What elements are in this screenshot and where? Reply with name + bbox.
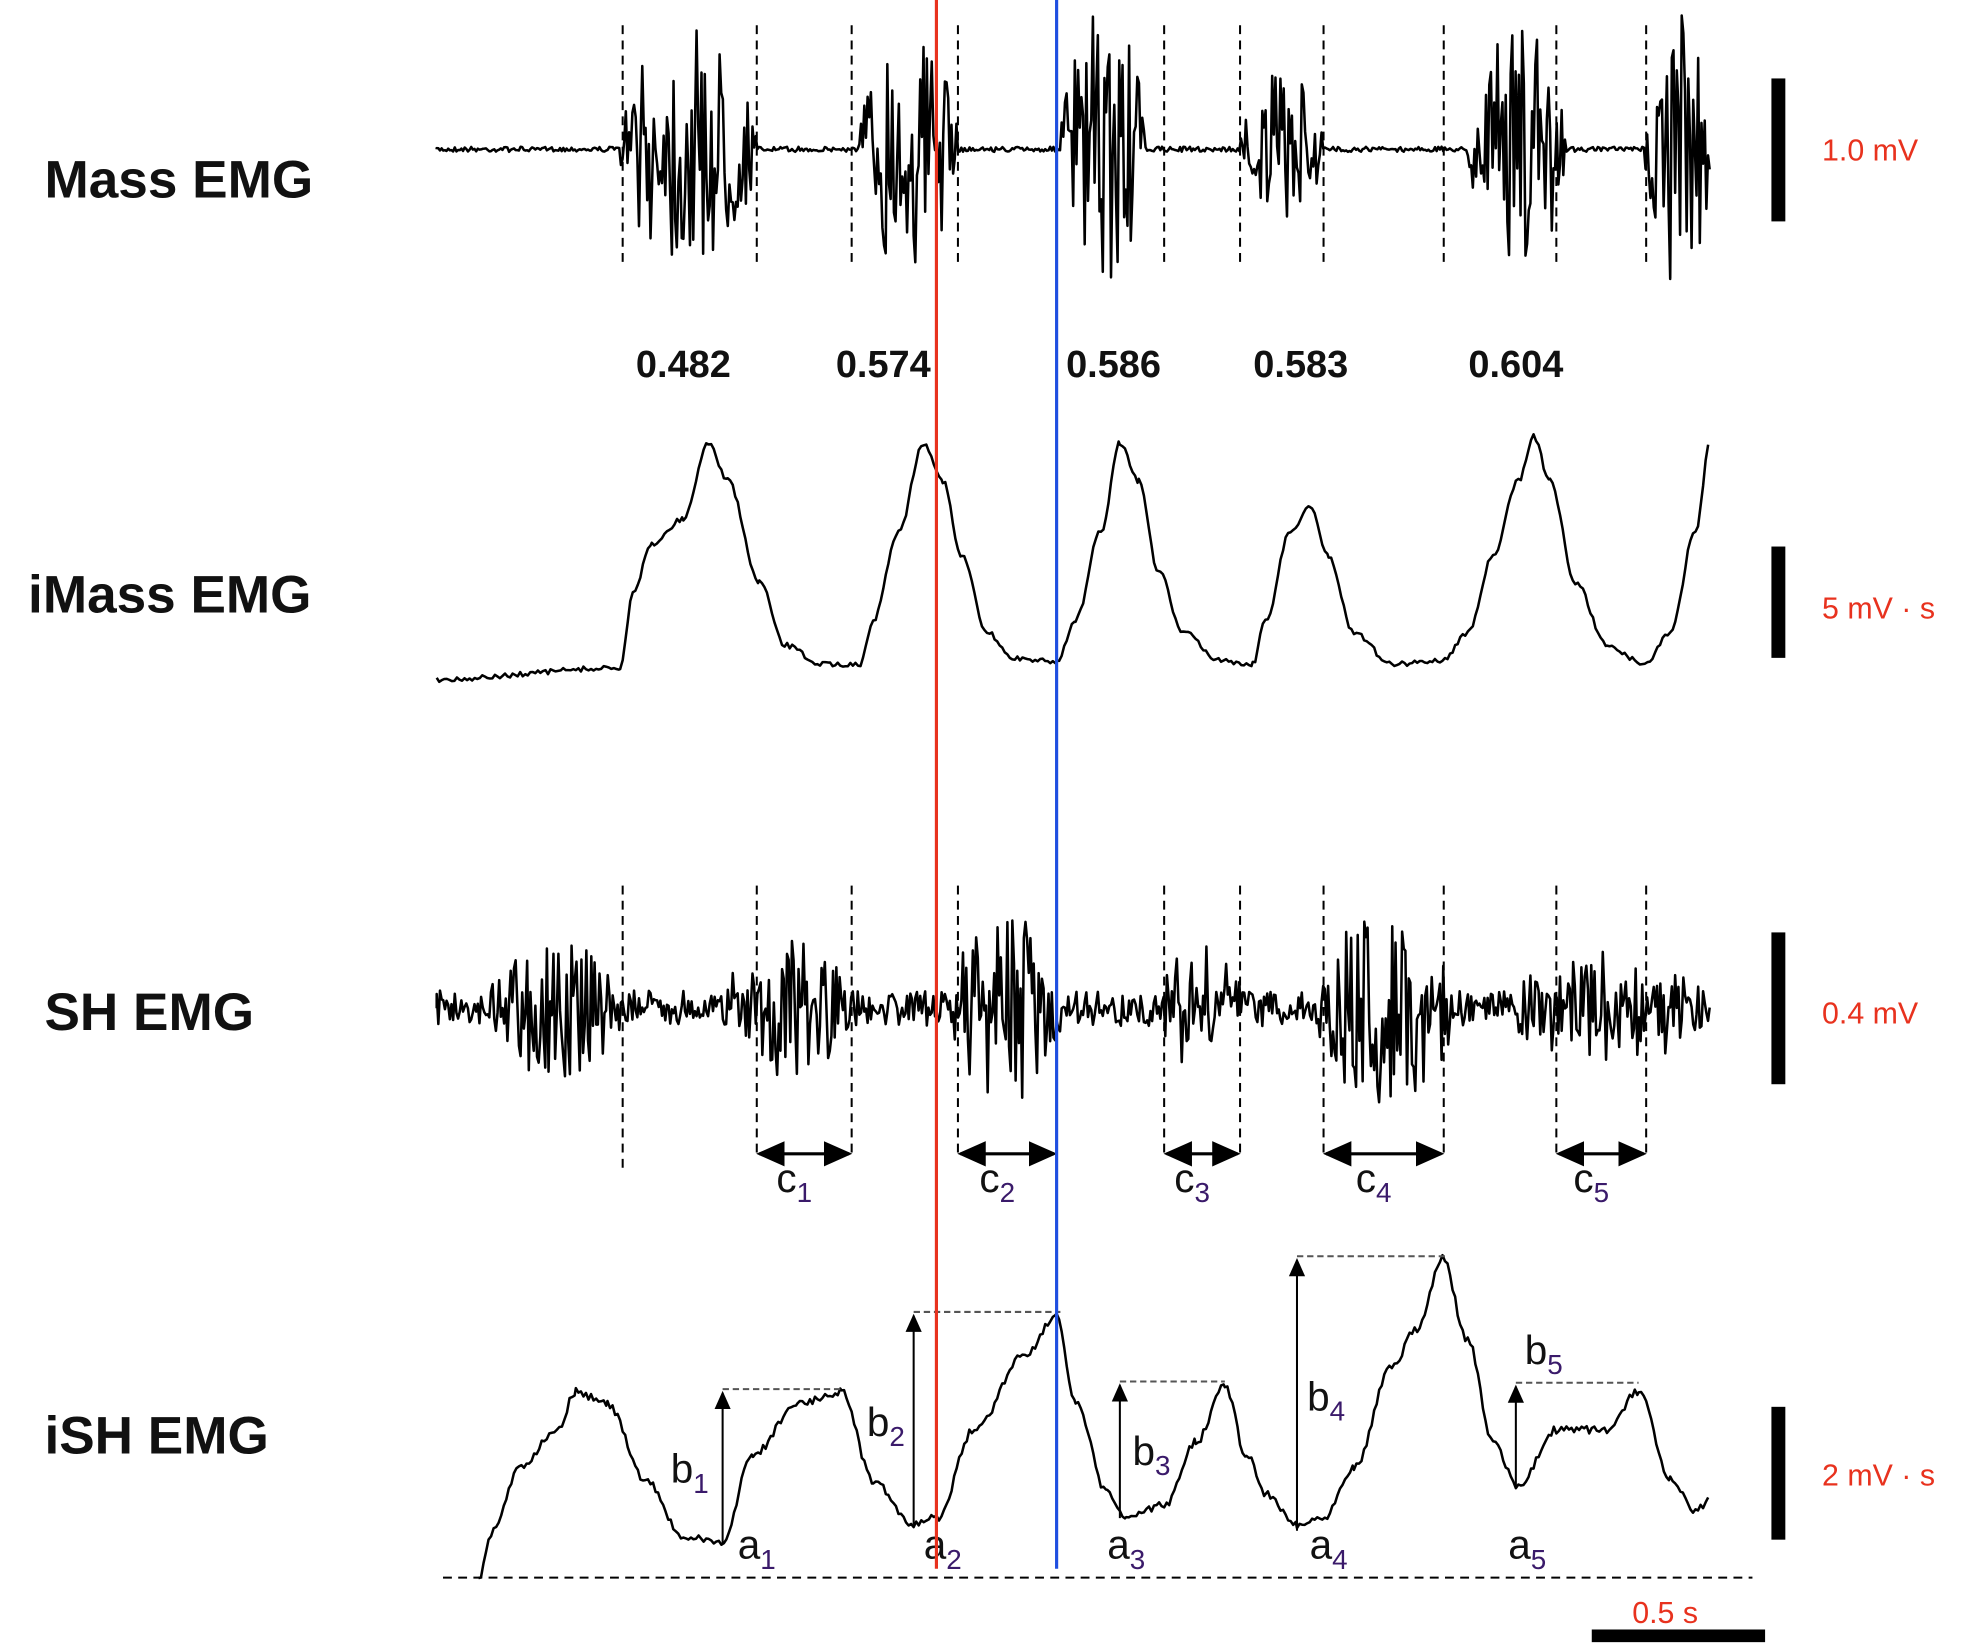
subscript: 1 [693, 1468, 708, 1499]
b_labels-label: b1 [671, 1446, 709, 1499]
scale-label: 5 mV · s [1822, 593, 1935, 626]
interval-label: 0.586 [1066, 344, 1161, 386]
letter: a [738, 1522, 761, 1568]
trace-label: iMass EMG [28, 565, 311, 624]
scale-bar [1771, 1406, 1786, 1540]
scale-bar [1771, 932, 1786, 1085]
trace-label: iSH EMG [45, 1407, 269, 1466]
a_labels-label: a5 [1508, 1522, 1546, 1575]
sh-emg-trace [435, 919, 1711, 1104]
scale-bar [1771, 78, 1786, 222]
scale-label: 2 mV · s [1822, 1459, 1935, 1492]
a_labels-label: a3 [1107, 1522, 1145, 1575]
scale-label: 0.4 mV [1822, 997, 1919, 1030]
letter: c [776, 1155, 796, 1201]
subscript: 3 [1130, 1544, 1145, 1575]
subscript: 1 [760, 1544, 775, 1575]
subscript: 4 [1330, 1396, 1345, 1427]
letter: a [1107, 1522, 1130, 1568]
letter: b [671, 1446, 694, 1492]
interval-label: 0.482 [636, 344, 731, 386]
trace-label: SH EMG [45, 983, 255, 1042]
subscript: 5 [1531, 1544, 1546, 1575]
subscript: 5 [1594, 1177, 1609, 1208]
subscript: 5 [1547, 1349, 1562, 1380]
letter: b [1133, 1428, 1156, 1474]
subscript: 4 [1376, 1177, 1391, 1208]
interval-label: 0.604 [1468, 344, 1563, 386]
letter: a [1508, 1522, 1531, 1568]
b_labels-label: b2 [867, 1399, 905, 1452]
subscript: 2 [1000, 1177, 1015, 1208]
a_labels-label: a4 [1310, 1522, 1348, 1575]
letter: b [1525, 1327, 1548, 1373]
letter: c [1174, 1155, 1194, 1201]
letter: b [1307, 1374, 1330, 1420]
c_labels-label: c2 [979, 1155, 1015, 1208]
scale-bar [1771, 546, 1786, 658]
mass-emg-trace [435, 14, 1711, 281]
a_labels-label: a2 [924, 1522, 962, 1575]
scale-label: 1.0 mV [1822, 135, 1919, 168]
letter: c [979, 1155, 999, 1201]
letter: c [1573, 1155, 1593, 1201]
c_labels-label: c5 [1573, 1155, 1609, 1208]
c_labels-label: c3 [1174, 1155, 1210, 1208]
subscript: 2 [946, 1544, 961, 1575]
imass-emg-trace [435, 433, 1710, 684]
subscript: 2 [889, 1421, 904, 1452]
ish-emg-trace [478, 1253, 1710, 1580]
subscript: 3 [1195, 1177, 1210, 1208]
subscript: 3 [1155, 1450, 1170, 1481]
letter: a [1310, 1522, 1333, 1568]
time-scale-label: 0.5 s [1632, 1597, 1698, 1630]
subscript: 4 [1332, 1544, 1347, 1575]
b_labels-label: b4 [1307, 1374, 1345, 1427]
b_labels-label: b3 [1133, 1428, 1171, 1481]
interval-label: 0.583 [1253, 344, 1348, 386]
c_labels-label: c4 [1356, 1155, 1392, 1208]
subscript: 1 [797, 1177, 812, 1208]
letter: c [1356, 1155, 1376, 1201]
trace-label: Mass EMG [45, 150, 314, 209]
a_labels-label: a1 [738, 1522, 776, 1575]
b_labels-label: b5 [1525, 1327, 1563, 1380]
c_labels-label: c1 [776, 1155, 812, 1208]
time-scale-bar [1591, 1629, 1766, 1643]
letter: b [867, 1399, 890, 1445]
interval-label: 0.574 [836, 344, 931, 386]
